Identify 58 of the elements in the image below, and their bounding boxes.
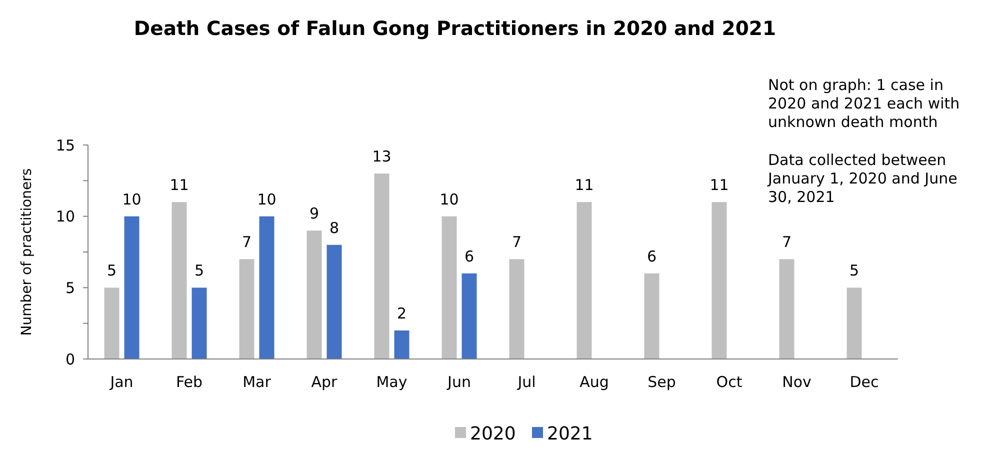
data-label: 13	[372, 148, 392, 166]
data-label: 10	[122, 190, 142, 208]
data-label: 6	[646, 247, 657, 266]
text: Not on graph: 1 case in 2020 and 2021 each with unknown death month	[768, 76, 960, 131]
bar	[124, 216, 140, 359]
x-tick-label: Nov	[782, 373, 812, 391]
data-label: 8	[329, 218, 340, 237]
x-tick-label: Oct	[716, 373, 742, 391]
annotation: Data collected between January 1, 2020 and June 30, 2021	[767, 151, 958, 206]
data-label: 10	[257, 190, 276, 208]
data-label: 11	[170, 176, 189, 194]
x-tick-label: Dec	[850, 373, 879, 391]
x-tick-label: Apr	[311, 373, 338, 391]
bar	[644, 273, 660, 359]
bar	[326, 244, 342, 359]
x-tick-label: Mar	[242, 373, 272, 391]
data-label: 7	[512, 233, 522, 252]
data-label: 11	[710, 176, 729, 194]
y-tick-label: 10	[56, 208, 75, 226]
bar	[509, 259, 524, 359]
y-tick-label: 15	[56, 136, 75, 154]
bar	[306, 230, 322, 359]
bar	[462, 273, 477, 359]
y-axis-title: Number of practitioners	[19, 168, 35, 336]
bar	[779, 259, 794, 359]
bar	[104, 288, 120, 359]
bar	[239, 259, 254, 359]
bar	[374, 174, 390, 359]
legend-label: 2021	[547, 423, 593, 444]
bar	[172, 202, 187, 359]
bar	[442, 216, 457, 359]
chart-title: Death Cases of Falun Gong Practitioners in 2020 and 2021	[134, 17, 776, 40]
data-label: 5	[194, 262, 204, 280]
x-tick-label: Jan	[109, 373, 134, 391]
bar	[192, 288, 207, 359]
data-label: 5	[106, 262, 117, 280]
bar	[259, 216, 274, 359]
data-label: 10	[440, 190, 459, 208]
x-tick-label: Jul	[516, 373, 536, 391]
data-label: 11	[574, 176, 594, 194]
data-label: 5	[849, 262, 860, 280]
data-label: 2	[396, 304, 407, 322]
x-tick-label: Aug	[580, 373, 609, 391]
y-tick-label: 0	[65, 350, 75, 368]
data-label: 9	[309, 204, 320, 223]
x-tick-label: Sep	[648, 373, 676, 391]
y-tick-label: 5	[65, 278, 75, 297]
data-label: 6	[464, 247, 474, 266]
legend-label: 2020	[470, 423, 516, 444]
bar	[846, 288, 862, 359]
data-label: 7	[242, 233, 252, 252]
x-tick-label: Feb	[176, 373, 203, 391]
x-tick-label: May	[376, 373, 408, 391]
x-tick-label: Jun	[446, 373, 471, 391]
bar	[394, 330, 410, 359]
bar	[712, 202, 727, 359]
bar	[576, 202, 592, 359]
data-label: 7	[782, 233, 792, 252]
